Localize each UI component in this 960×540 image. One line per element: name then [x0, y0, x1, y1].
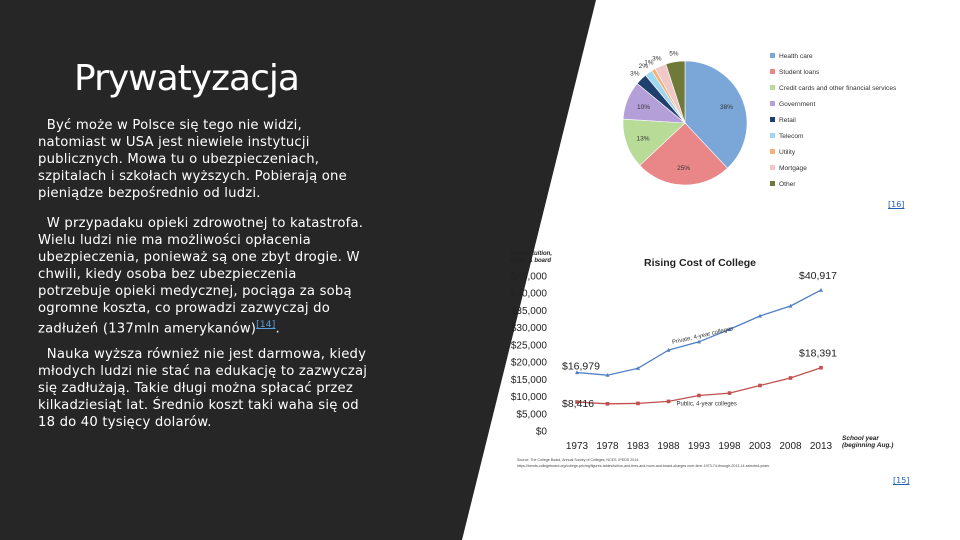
x-tick-label: 1988: [657, 441, 680, 452]
x-tick-label: 2003: [749, 441, 772, 452]
x-tick-label: 1983: [627, 441, 650, 452]
series-line-1: [576, 367, 822, 405]
series-line-0: [576, 289, 822, 376]
pie-legend-swatch: [770, 165, 775, 170]
pie-legend-entry: Retail: [779, 117, 796, 124]
citation-link-16[interactable]: [16]: [888, 200, 905, 209]
series-point: [636, 401, 640, 406]
pie-legend-swatch: [770, 117, 775, 122]
pie-data-label: 13%: [636, 136, 649, 143]
x-tick-label: 1998: [718, 441, 741, 452]
pie-legend-swatch: [770, 85, 775, 90]
series-point: [819, 365, 823, 370]
college-cost-line-chart: Rising Cost of College Annual tuition, ro…: [509, 251, 893, 468]
line-chart-title: Rising Cost of College: [644, 257, 756, 269]
paragraph-healthcare: W przypadaku opieki zdrowotnej to katast…: [38, 215, 373, 337]
pie-slice-student-loans: [639, 122, 728, 186]
pie-legend-swatch: [770, 69, 775, 74]
pie-data-label: 10%: [637, 104, 650, 111]
series-point: [788, 303, 793, 308]
pie-legend-swatch: [770, 133, 775, 138]
y-tick-label: $5,000: [516, 409, 547, 420]
series-name-label: Public, 4-year colleges: [677, 401, 737, 407]
paragraph-privatization-intro: Być może w Polsce się tego nie widzi, na…: [38, 117, 358, 202]
pie-legend-entry: Utility: [779, 149, 796, 156]
paragraph-3-text: Nauka wyższa również nie jest darmowa, k…: [38, 347, 368, 430]
citation-link-15[interactable]: [15]: [893, 476, 910, 485]
y-tick-label: $0: [536, 427, 548, 438]
series-point: [575, 400, 579, 404]
series-point: [605, 373, 610, 377]
line-chart-xlabel: School year (beginning Aug.): [842, 435, 893, 449]
pie-legend-entry: Mortgage: [779, 165, 807, 172]
pie-data-label: 3%: [652, 55, 662, 62]
x-tick-label: 2008: [779, 441, 802, 452]
pie-data-label: 2%: [639, 63, 649, 70]
series-point: [697, 393, 701, 398]
series-point: [666, 347, 671, 352]
series-point: [575, 370, 579, 375]
series-point: [666, 399, 671, 404]
pie-legend-swatch: [770, 101, 775, 106]
pie-legend-entry: Health care: [779, 53, 813, 60]
series-point: [636, 366, 640, 370]
line-chart-source: Source: The College Board, Annual Survey…: [517, 458, 639, 462]
y-tick-label: $25,000: [511, 340, 548, 351]
y-tick-label: $45,000: [511, 272, 548, 283]
line-chart-source-url: https://trends.collegeboard.org/college-…: [517, 464, 769, 468]
debt-pie-chart: 38%25%13%10%3%2%1%3%5% Health careStuden…: [622, 50, 897, 188]
series-point: [727, 391, 732, 395]
pie-data-label: 25%: [677, 165, 690, 172]
y-tick-label: $35,000: [511, 306, 548, 317]
pie-data-label: 1%: [644, 59, 654, 66]
pie-data-label: 38%: [720, 104, 733, 111]
y-tick-label: $15,000: [511, 375, 548, 386]
paragraph-2-end: .: [275, 321, 280, 337]
series-point: [605, 402, 610, 406]
pie-legend-entry: Other: [779, 181, 796, 188]
x-tick-label: 1978: [596, 441, 619, 452]
y-tick-label: $10,000: [511, 392, 548, 403]
pie-legend-entry: Government: [779, 101, 815, 108]
paragraph-2-text: W przypadaku opieki zdrowotnej to katast…: [38, 216, 364, 337]
x-tick-label: 2013: [810, 441, 833, 452]
pie-slice-other: [665, 60, 686, 124]
pie-data-label: 5%: [669, 50, 679, 57]
x-tick-label: 1973: [566, 441, 589, 452]
series-point: [788, 376, 793, 380]
y-tick-label: $40,000: [511, 289, 548, 300]
pie-legend-swatch: [770, 181, 775, 186]
paragraph-1-text: Być może w Polsce się tego nie widzi, na…: [38, 118, 347, 201]
pie-data-label: 3%: [630, 70, 640, 77]
data-label: $8,416: [562, 398, 594, 410]
pie-legend-swatch: [770, 149, 775, 154]
x-tick-label: 1993: [688, 441, 711, 452]
data-label: $18,391: [799, 348, 837, 360]
series-point: [758, 313, 762, 318]
pie-legend-entry: Credit cards and other financial service…: [779, 85, 897, 92]
series-point: [758, 383, 762, 388]
pie-legend-swatch: [770, 53, 775, 58]
y-tick-label: $20,000: [511, 358, 548, 369]
data-label: $16,979: [562, 361, 600, 373]
series-point: [819, 287, 823, 292]
series-name-label: Private, 4-year colleges: [672, 326, 734, 346]
series-point: [697, 339, 701, 344]
line-chart-ylabel: Annual tuition, room, & board: [509, 251, 552, 264]
pie-legend-entry: Student loans: [779, 69, 820, 76]
pie-slice-health-care: [684, 60, 748, 169]
series-point: [727, 327, 732, 331]
paragraph-higher-education: Nauka wyższa również nie jest darmowa, k…: [38, 346, 368, 431]
data-label: $40,917: [799, 270, 837, 282]
y-tick-label: $30,000: [511, 323, 548, 334]
pie-legend-entry: Telecom: [779, 133, 804, 140]
slide-title: Prywatyzacja: [74, 58, 300, 99]
footnote-link-14[interactable]: [14]: [256, 320, 276, 330]
